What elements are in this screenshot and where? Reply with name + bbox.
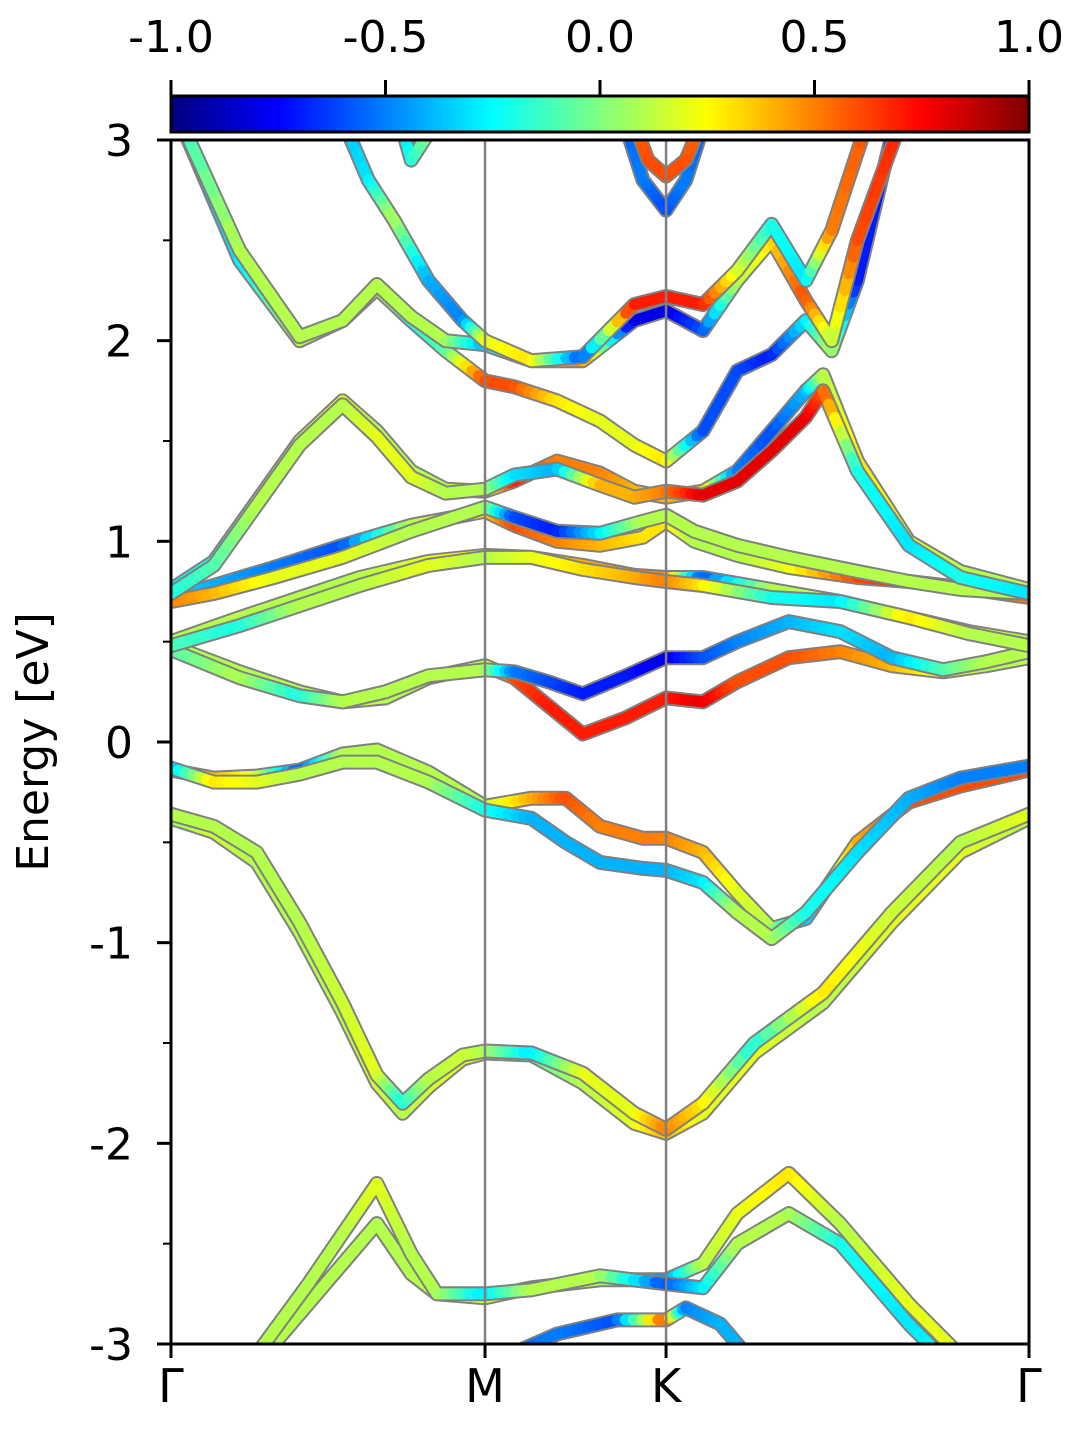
- band-point: [769, 1381, 772, 1384]
- band-point: [214, 1377, 228, 1384]
- high-symmetry-lines: [483, 140, 668, 1344]
- band-point: [999, 1384, 1009, 1391]
- band-point: [243, 1354, 257, 1362]
- band-series: [171, 614, 1029, 710]
- band-point: [214, 1371, 228, 1379]
- band-point: [979, 1387, 989, 1390]
- band-point: [979, 1371, 989, 1378]
- band-series: [397, 140, 434, 168]
- y-tick-label: 0: [105, 718, 133, 769]
- band-series: [185, 1176, 1009, 1397]
- band-lines: [171, 140, 1029, 1398]
- band-point: [989, 1391, 999, 1394]
- band-point: [989, 1377, 999, 1384]
- band-point: [228, 1362, 242, 1370]
- kpoint-label: Γ: [158, 1359, 184, 1413]
- band-point: [763, 1374, 766, 1377]
- band-point: [754, 1364, 757, 1367]
- band-point: [228, 1371, 242, 1378]
- band-point: [520, 1343, 525, 1344]
- band-point: [243, 1364, 257, 1371]
- band-point: [760, 1371, 763, 1374]
- band-series: [171, 549, 1029, 654]
- band-point: [943, 1338, 957, 1344]
- band-point: [743, 1351, 749, 1358]
- colorbar-tick-label: -0.5: [343, 12, 429, 63]
- band-point: [1013, 638, 1029, 652]
- band-series: [515, 1300, 772, 1384]
- y-tick-label: -3: [89, 1320, 133, 1371]
- band-point: [1012, 585, 1029, 600]
- colorbar-tick-label: 1.0: [994, 12, 1064, 63]
- band-series: [171, 754, 1029, 947]
- y-tick-label: 1: [105, 517, 133, 568]
- y-tick-label: 2: [105, 317, 133, 368]
- colorbar-ticks: -1.0 -0.5 0.0 0.5 1.0: [128, 12, 1064, 96]
- y-tick-label: 3: [105, 116, 133, 167]
- colorbar-gradient: [169, 94, 1031, 134]
- band-point: [959, 1354, 969, 1364]
- colorbar-tick-label: -1.0: [128, 12, 214, 63]
- y-axis: 3 2 1 0 -1 -2 -3: [89, 116, 171, 1371]
- y-tick-label: -1: [89, 919, 133, 970]
- band-series: [171, 806, 1029, 1137]
- band-point: [939, 1354, 949, 1364]
- band-point: [200, 1379, 214, 1387]
- kpoint-label: M: [465, 1359, 505, 1413]
- colorbar: -1.0 -0.5 0.0 0.5 1.0: [128, 12, 1064, 134]
- band-point: [886, 140, 901, 153]
- band-series: [342, 140, 870, 369]
- band-point: [959, 1374, 969, 1384]
- band-point: [749, 1357, 755, 1364]
- band-point: [266, 1338, 280, 1344]
- band-point: [969, 1384, 979, 1387]
- band-point: [185, 1391, 199, 1398]
- colorbar-tick-label: 0.5: [780, 12, 850, 63]
- kpoint-label: K: [651, 1359, 683, 1413]
- band-point: [949, 1364, 959, 1374]
- y-tick-label: -2: [89, 1119, 133, 1170]
- y-axis-label: Energy [eV]: [8, 612, 59, 872]
- band-point: [200, 1384, 214, 1391]
- band-point: [766, 1377, 769, 1380]
- band-point: [999, 1394, 1009, 1397]
- band-point: [1012, 760, 1029, 774]
- band-point: [969, 1364, 979, 1371]
- band-point: [257, 1354, 266, 1364]
- band-point: [757, 1367, 760, 1370]
- band-point: [923, 1338, 937, 1344]
- colorbar-tick-label: 0.0: [565, 12, 635, 63]
- band-point: [1012, 808, 1029, 825]
- plot-frame: [169, 138, 1031, 1346]
- kpoint-label: Γ: [1016, 1359, 1042, 1413]
- band-point: [185, 1387, 199, 1395]
- band-series: [171, 383, 1029, 601]
